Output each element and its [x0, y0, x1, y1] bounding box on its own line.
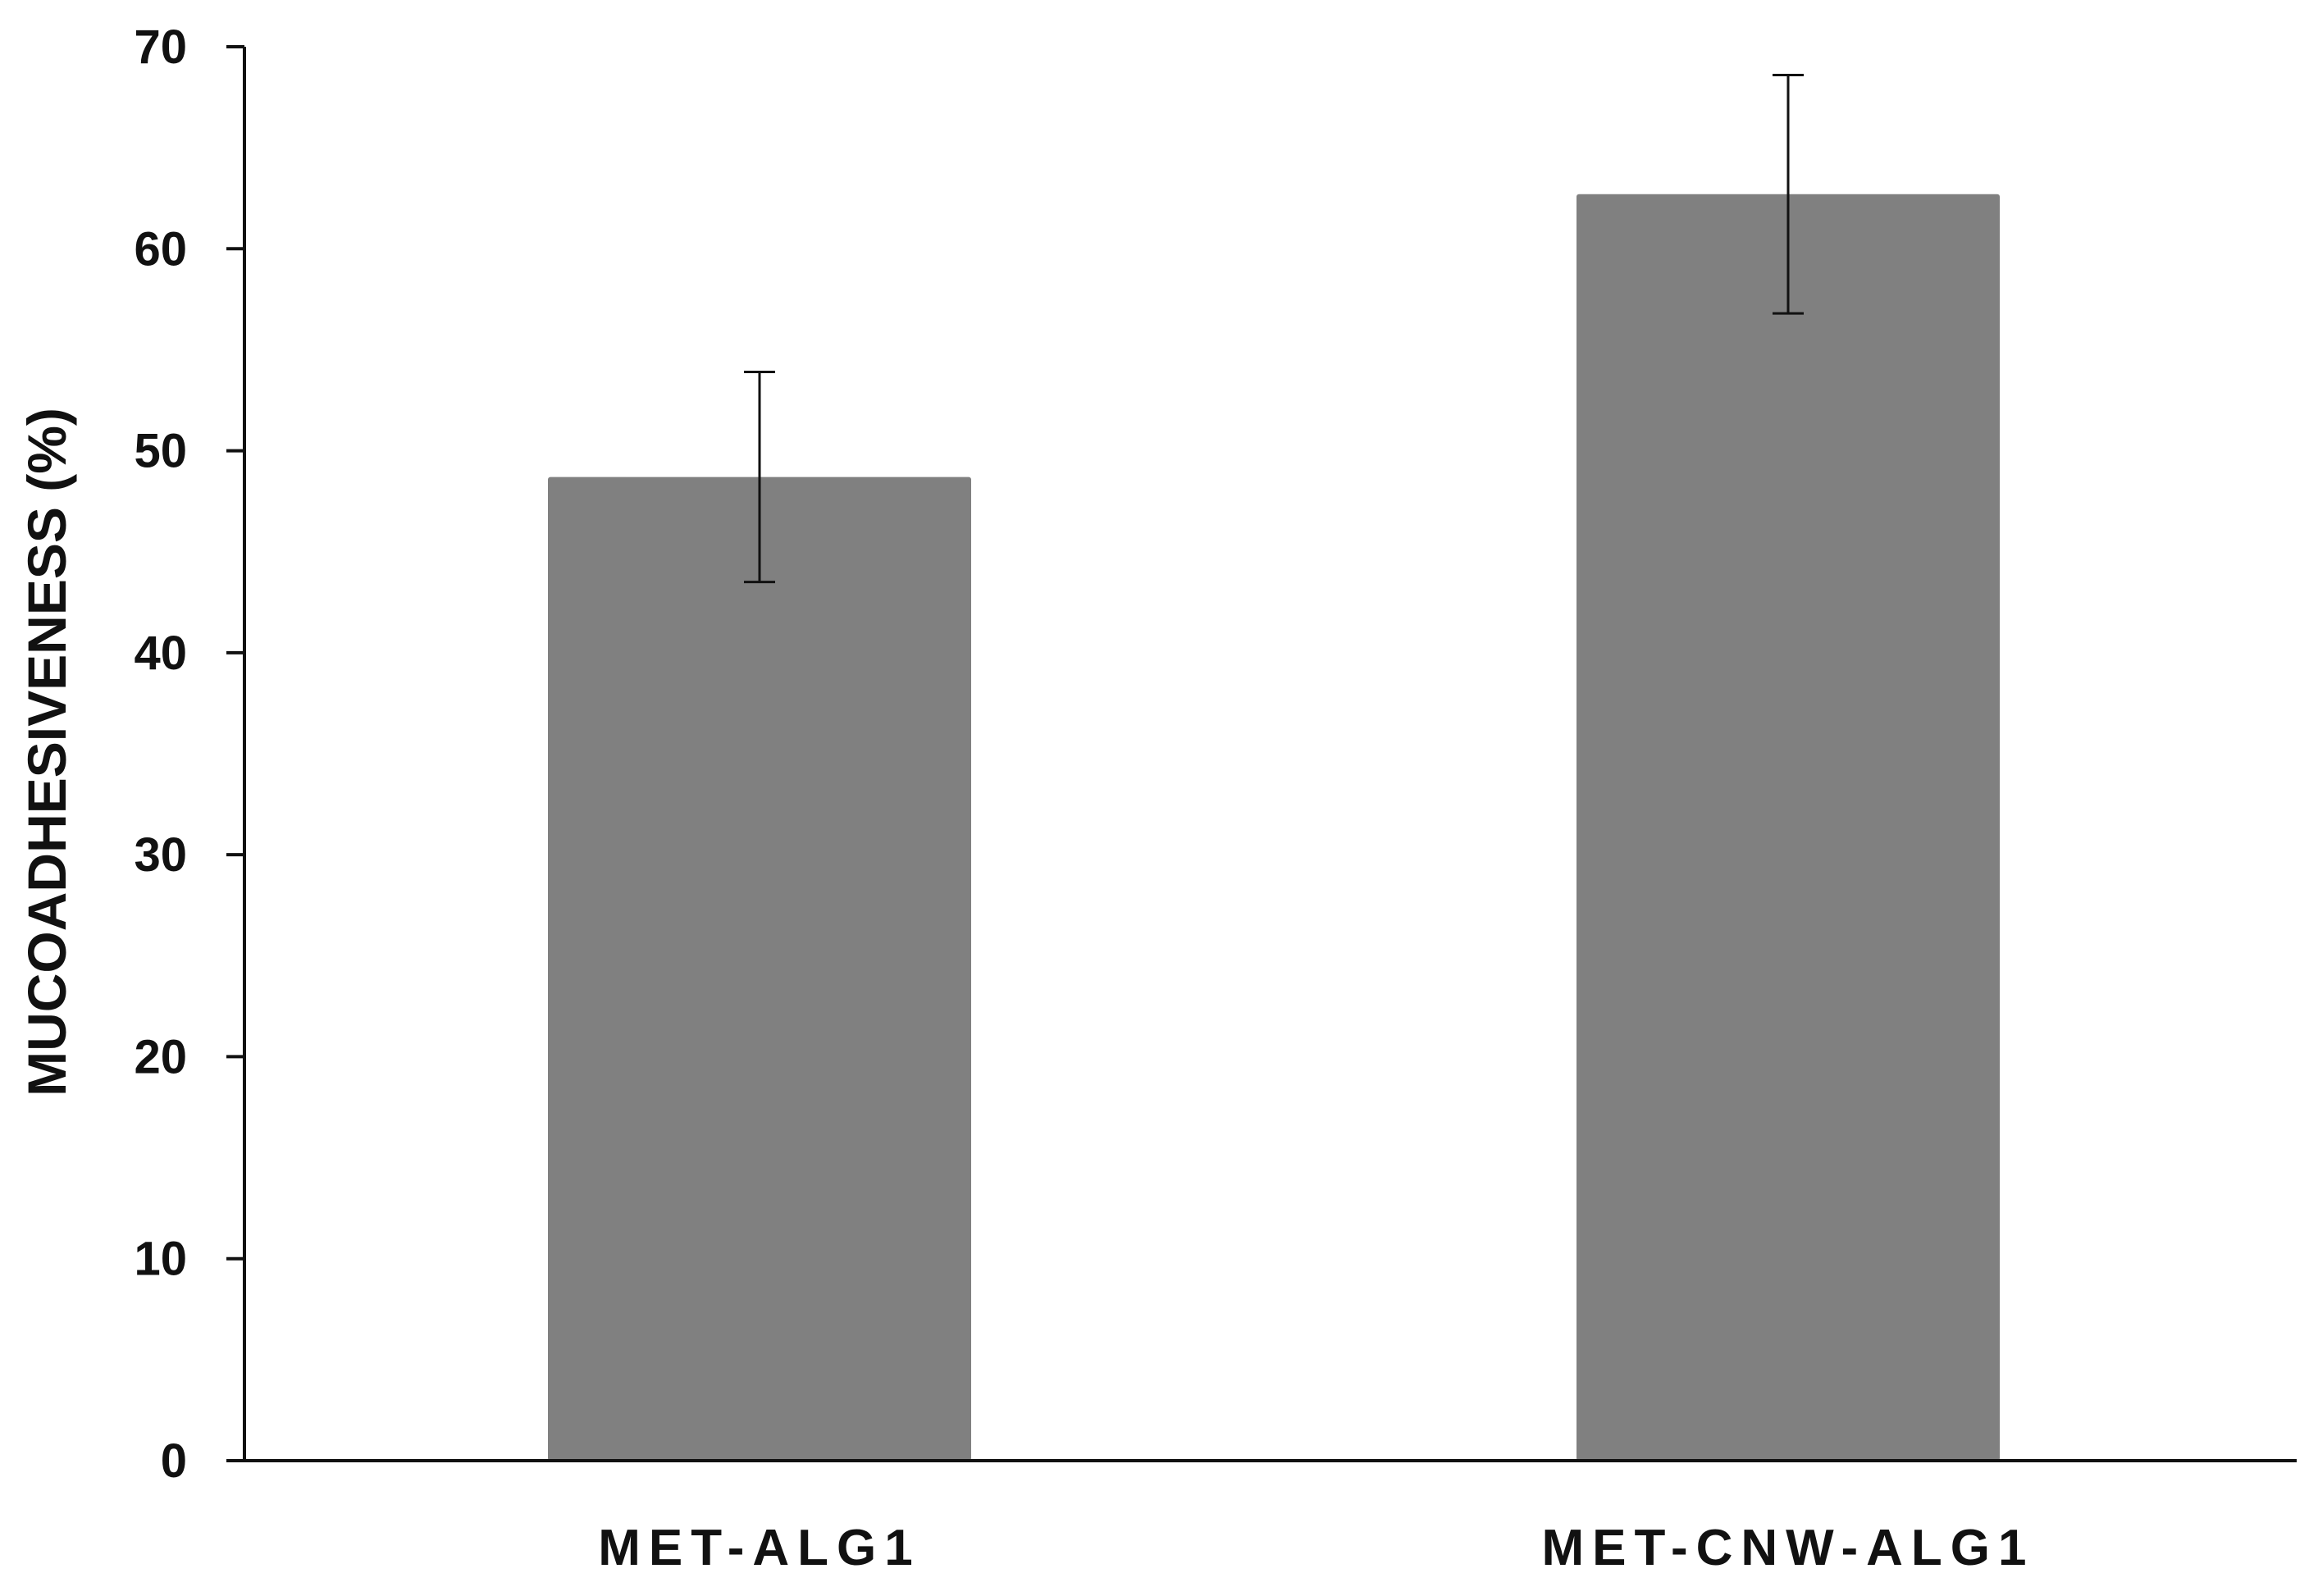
- y-tick-label: 30: [134, 828, 187, 882]
- error-bar-met-alg1: [744, 371, 775, 584]
- x-category-label: MET-CNW-ALG1: [1542, 1520, 2035, 1576]
- y-axis-title: MUCOADHESIVENESS (%): [16, 408, 77, 1097]
- y-ticks-layer: 0 10 20 30 40 50 60 70: [134, 21, 244, 1488]
- x-category-labels: MET-ALG1 MET-CNW-ALG1: [598, 1520, 2035, 1576]
- y-tick-label: 60: [134, 222, 187, 276]
- y-tick-label: 0: [161, 1434, 187, 1488]
- y-tick-label: 10: [134, 1233, 187, 1286]
- error-bar-met-cnw-alg1: [1773, 73, 1804, 315]
- y-tick-label: 50: [134, 425, 187, 478]
- y-tick-label: 20: [134, 1030, 187, 1083]
- y-tick-label: 40: [134, 627, 187, 680]
- bar-met-cnw-alg1: [1577, 194, 2000, 1461]
- y-tick-label: 70: [134, 21, 187, 74]
- x-category-label: MET-ALG1: [598, 1520, 920, 1576]
- bars-layer: [548, 194, 2000, 1461]
- bar-met-alg1: [548, 477, 971, 1461]
- axes-layer: [243, 47, 2297, 1462]
- error-bars-layer: [744, 73, 1804, 584]
